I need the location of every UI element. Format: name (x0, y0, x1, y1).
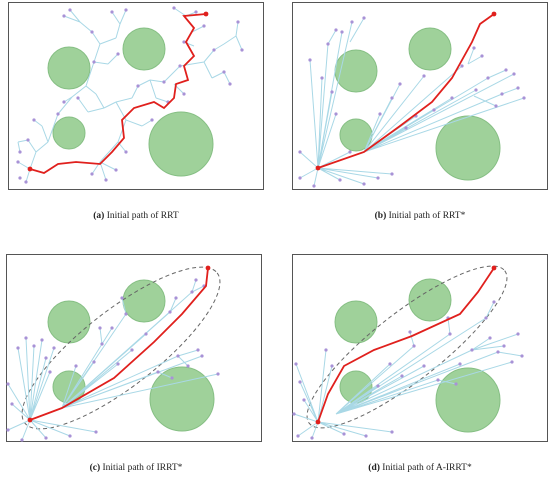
panel-d (292, 254, 548, 444)
caption-d-text: Initial path of A-IRRT* (382, 463, 472, 473)
rrt-tree (17, 7, 243, 183)
start-node (27, 166, 33, 172)
goal-node (203, 11, 209, 17)
obstacle-circle (122, 27, 166, 71)
panel-a-plot (8, 2, 264, 190)
obstacle-circle (408, 278, 452, 322)
obstacle-circle (408, 27, 452, 71)
caption-b-letter: (b) (374, 211, 387, 221)
a-irrt-star-tree (293, 301, 523, 439)
panel-b (292, 2, 548, 192)
obstacle-circle (334, 49, 378, 93)
obstacle-circle (334, 300, 378, 344)
panel-c (6, 254, 262, 444)
obstacle-circle (339, 118, 373, 152)
obstacle-circle (149, 366, 215, 432)
obstacle-circle (52, 116, 86, 150)
rrt-star-initial-path (317, 13, 495, 169)
caption-a-letter: (a) (93, 211, 105, 221)
rrt-nodes (16, 6, 244, 184)
irrt-star-tree (7, 279, 219, 441)
caption-b-text: Initial path of RRT* (388, 211, 466, 221)
a-irrt-star-initial-path (317, 267, 495, 423)
caption-b: (b) Initial path of RRT* (290, 211, 550, 221)
informed-ellipse (21, 266, 221, 430)
panel-a (8, 2, 264, 192)
obstacle-circle (47, 300, 91, 344)
rrt-initial-path (29, 13, 207, 174)
goal-node (205, 265, 211, 271)
panel-c-plot (6, 254, 262, 442)
start-node (315, 419, 321, 425)
caption-c: (c) Initial path of IRRT* (6, 463, 266, 473)
irrt-star-initial-path (29, 267, 209, 421)
goal-node (491, 11, 497, 17)
obstacle-circle (435, 367, 501, 433)
caption-a-text: Initial path of RRT (106, 211, 179, 221)
obstacle-circle (148, 111, 214, 177)
caption-c-text: Initial path of IRRT* (102, 463, 183, 473)
start-node (27, 417, 33, 423)
caption-d-letter: (d) (368, 463, 380, 473)
panel-b-plot (292, 2, 548, 190)
obstacle-circle (435, 115, 501, 181)
rrt-star-nodes (298, 16, 526, 188)
informed-ellipse (306, 265, 508, 429)
start-node (315, 165, 321, 171)
irrt-star-nodes (6, 278, 220, 442)
panel-d-plot (292, 254, 548, 442)
caption-c-letter: (c) (89, 463, 101, 473)
a-irrt-star-nodes (292, 300, 524, 440)
caption-a: (a) Initial path of RRT (6, 211, 266, 221)
obstacle-circle (122, 279, 166, 323)
obstacle-circle (47, 46, 91, 90)
caption-d: (d) Initial path of A-IRRT* (290, 463, 550, 473)
goal-node (491, 265, 497, 271)
